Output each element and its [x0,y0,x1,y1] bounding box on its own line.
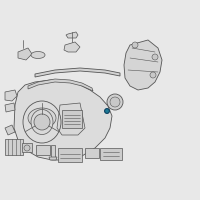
Ellipse shape [31,110,53,134]
Polygon shape [124,40,162,90]
Circle shape [150,72,156,78]
Bar [58,148,82,162]
Polygon shape [57,103,85,135]
Circle shape [34,114,50,130]
Bar [36,145,50,155]
Polygon shape [66,32,78,38]
Polygon shape [64,42,80,52]
Bar [85,148,99,158]
Polygon shape [5,103,15,112]
Circle shape [107,94,123,110]
Circle shape [152,54,158,60]
Polygon shape [49,157,57,160]
Circle shape [105,109,109,113]
Bar [100,148,122,160]
Circle shape [110,97,120,107]
Polygon shape [28,79,93,91]
Bar [51,145,55,157]
Circle shape [132,42,138,48]
Polygon shape [35,68,120,77]
Polygon shape [14,80,112,160]
Polygon shape [5,90,17,101]
Circle shape [24,145,30,151]
Bar [62,110,82,128]
Polygon shape [5,125,15,135]
Bar [22,143,32,152]
Ellipse shape [31,51,45,58]
Polygon shape [18,48,32,60]
Ellipse shape [28,108,56,128]
Bar [5,139,23,155]
